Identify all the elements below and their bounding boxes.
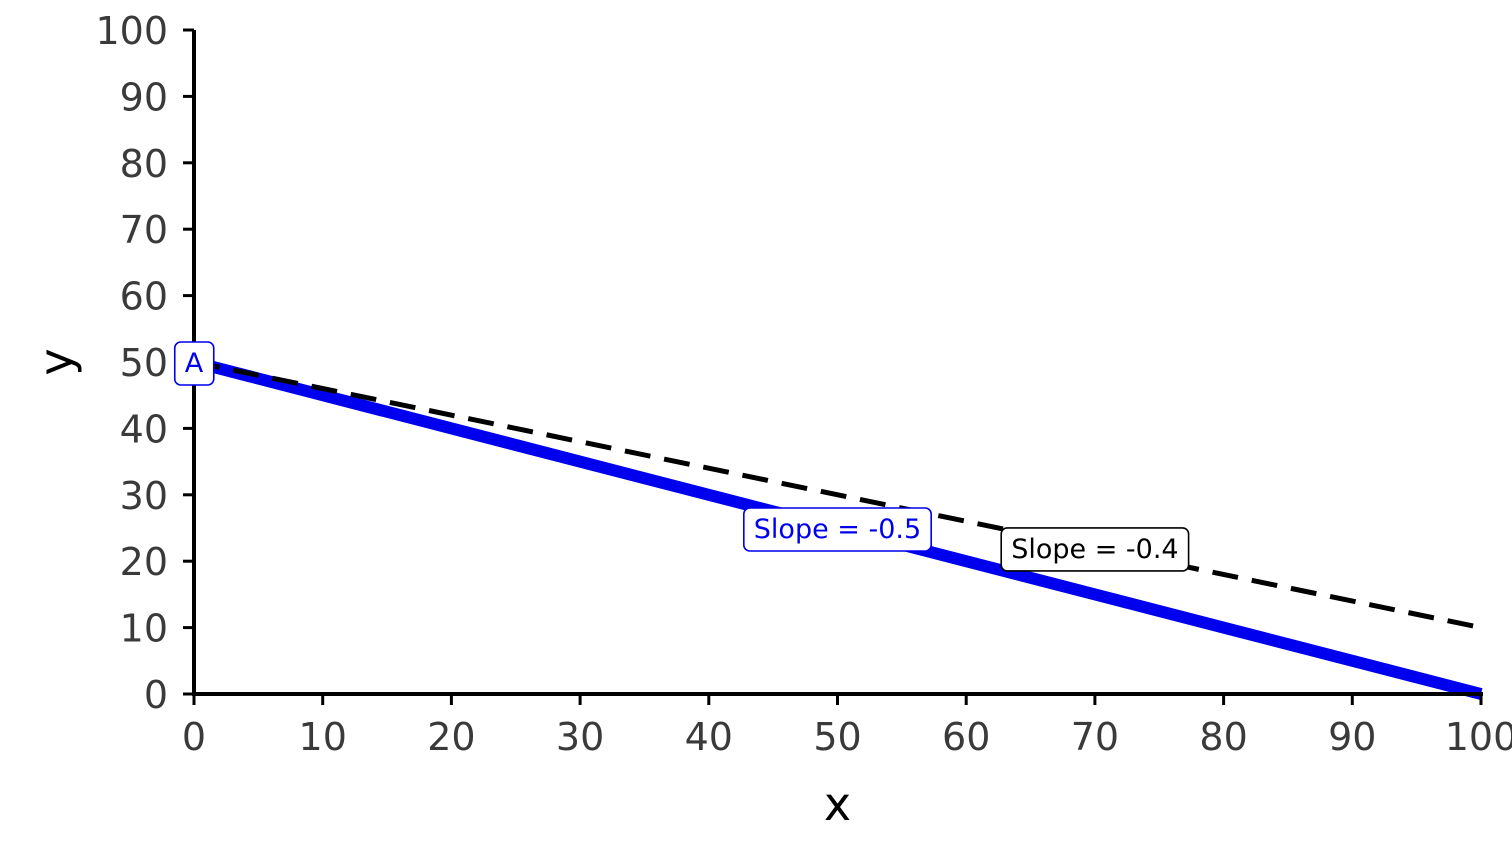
y-tick-label: 50 [120, 341, 168, 385]
x-tick-label: 70 [1071, 715, 1119, 759]
dashed-series-line [193, 359, 1482, 631]
y-tick-label: 10 [120, 607, 168, 651]
annotation-box [173, 341, 215, 386]
x-tick-label: 40 [685, 715, 733, 759]
annotation-text: Slope = -0.4 [1011, 534, 1178, 565]
x-tick-label: 10 [299, 715, 347, 759]
annotation-label: Slope = -0.5 [743, 507, 932, 552]
y-tick-label: 70 [120, 208, 168, 252]
x-tick-label: 20 [427, 715, 475, 759]
y-tick-label: 90 [120, 75, 168, 119]
y-tick-label: 40 [120, 407, 168, 451]
annotation-text: Slope = -0.5 [754, 514, 921, 545]
x-tick-label: 60 [942, 715, 990, 759]
annotation-label: Slope = -0.4 [1000, 527, 1190, 572]
x-tick-label: 0 [182, 715, 206, 759]
x-axis-title: x [824, 777, 851, 831]
x-tick-label: 30 [556, 715, 604, 759]
y-tick-label: 0 [144, 673, 168, 717]
x-axis-ticks: 0 10 20 30 40 50 60 70 80 90 100 [182, 694, 1512, 759]
y-tick-label: 60 [120, 275, 168, 319]
y-tick-label: 100 [95, 9, 168, 53]
y-axis-title: y [29, 348, 83, 375]
x-tick-label: 100 [1445, 715, 1512, 759]
y-tick-label: 20 [120, 540, 168, 584]
annotation-label: A [173, 341, 215, 386]
annotation-text: A [185, 348, 204, 379]
axes-layer [192, 30, 1483, 696]
x-tick-label: 50 [813, 715, 861, 759]
annotation-box [743, 507, 932, 552]
y-axis-ticks: 0 10 20 30 40 50 60 70 80 90 100 [95, 9, 194, 717]
x-tick-label: 80 [1199, 715, 1247, 759]
y-tick-label: 80 [120, 142, 168, 186]
annotation-box [1000, 527, 1190, 572]
annotation-layer: Slope = -0.5 Slope = -0.4 A [173, 341, 1190, 572]
x-tick-label: 90 [1328, 715, 1376, 759]
y-tick-label: 30 [120, 474, 168, 518]
